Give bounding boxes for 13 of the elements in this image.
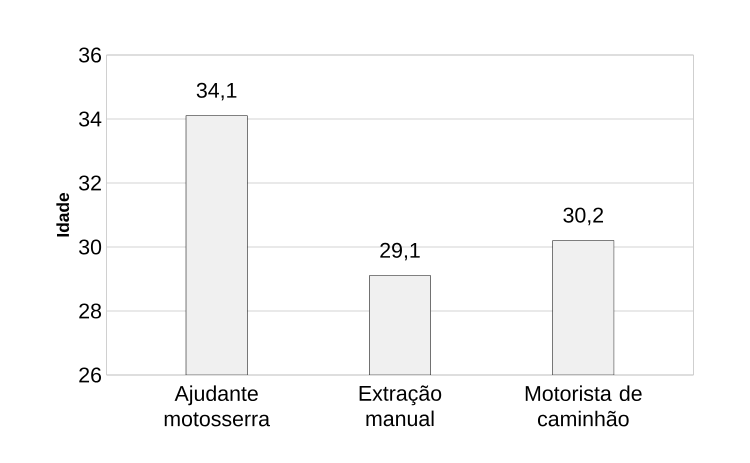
data-label: 34,1 <box>196 82 236 100</box>
data-label: 29,1 <box>380 242 420 260</box>
y-tick-label: 30 <box>79 239 102 255</box>
y-axis-title: Idade <box>56 192 70 236</box>
y-tick-label: 32 <box>79 175 101 191</box>
x-tick-label: Ajudante motosserra <box>164 385 270 426</box>
y-tick-label: 36 <box>79 47 102 63</box>
y-tick-label: 28 <box>79 303 102 319</box>
x-tick-label: Motorista de caminhão <box>526 385 642 426</box>
y-tick-label: 34 <box>79 111 102 127</box>
y-tick-label: 26 <box>79 367 102 383</box>
x-tick-label: Extração manual <box>360 385 442 426</box>
data-label: 30,2 <box>563 208 604 226</box>
